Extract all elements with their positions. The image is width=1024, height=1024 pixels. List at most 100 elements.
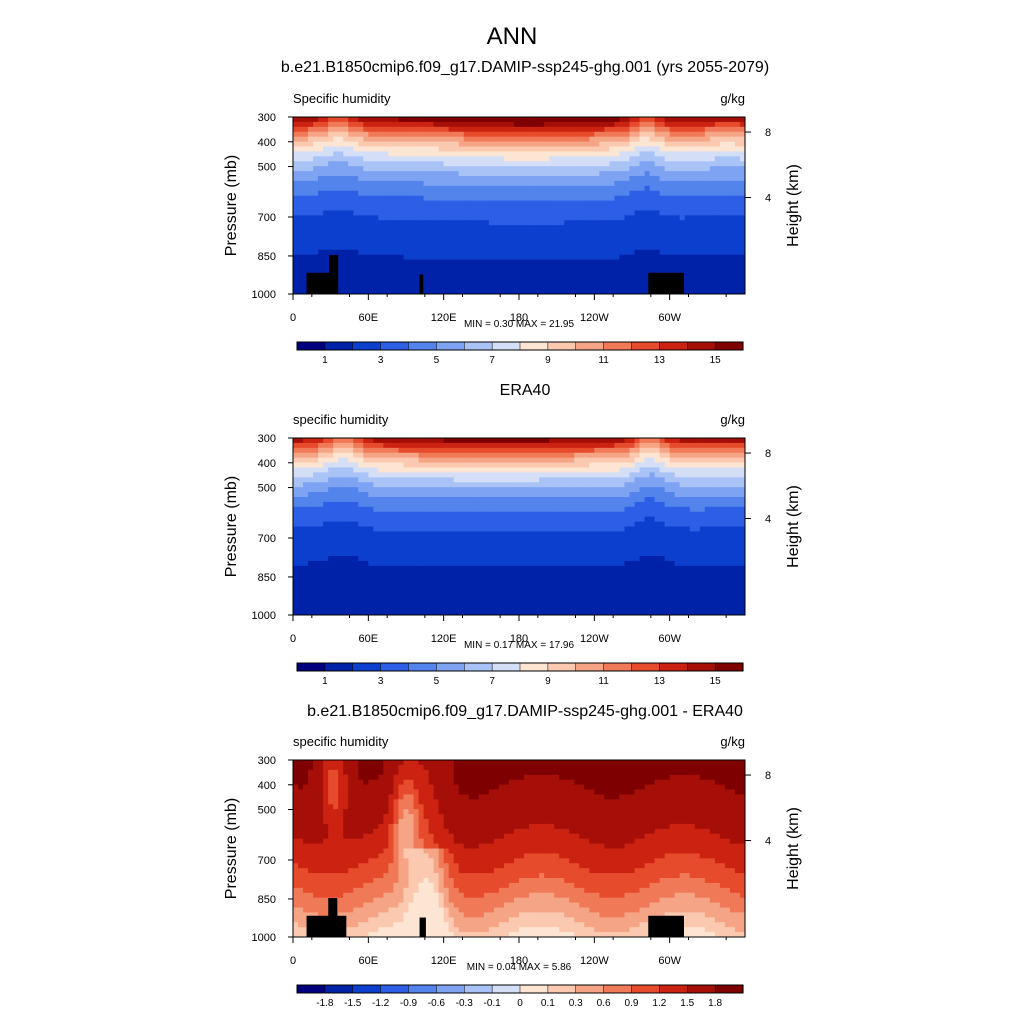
contour-cell — [453, 556, 460, 562]
contour-cell — [378, 462, 384, 468]
contour-cell — [448, 166, 455, 172]
contour-cell — [579, 284, 585, 290]
contour-cell — [654, 121, 661, 128]
contour-cell — [599, 239, 605, 246]
contour-cell — [483, 575, 490, 581]
contour-cell — [488, 205, 495, 211]
contour-cell — [473, 225, 480, 231]
contour-cell — [594, 264, 600, 270]
contour-cell — [408, 487, 414, 493]
contour-cell — [709, 259, 716, 265]
contour-cell — [293, 225, 299, 231]
contour-cell — [519, 230, 525, 236]
contour-cell — [308, 126, 314, 133]
contour-cell — [373, 556, 379, 562]
contour-cell — [383, 565, 389, 572]
contour-cell — [318, 590, 324, 596]
contour-cell — [328, 190, 334, 197]
contour-cell — [373, 200, 379, 206]
contour-cell — [699, 180, 706, 187]
contour-cell — [559, 121, 565, 128]
contour-cell — [298, 225, 304, 231]
contour-cell — [524, 249, 530, 256]
contour-cell — [508, 477, 515, 483]
contour-cell — [348, 472, 354, 478]
contour-cell — [318, 220, 324, 226]
contour-cell — [418, 536, 424, 542]
contour-cell — [709, 176, 716, 182]
contour-cell — [729, 225, 736, 231]
contour-cell — [508, 556, 515, 562]
contour-cell — [659, 200, 666, 206]
contour-cell — [378, 230, 384, 236]
contour-cell — [348, 230, 354, 236]
contour-cell — [659, 185, 666, 192]
contour-cell — [328, 136, 334, 142]
contour-cell — [508, 156, 515, 162]
contour-cell — [418, 487, 424, 493]
contour-cell — [418, 166, 424, 172]
contour-cell — [508, 180, 515, 187]
contour-cell — [348, 136, 354, 142]
contour-cell — [418, 249, 424, 256]
contour-cell — [498, 274, 505, 280]
contour-cell — [428, 210, 435, 216]
contour-cell — [433, 171, 440, 177]
contour-cell — [644, 146, 650, 152]
contour-cell — [458, 200, 465, 206]
contour-cell — [564, 205, 570, 211]
contour-field — [293, 117, 746, 295]
contour-cell — [513, 146, 520, 152]
contour-cell — [488, 467, 495, 473]
contour-cell — [323, 556, 329, 562]
contour-cell — [544, 180, 550, 187]
contour-cell — [358, 447, 364, 454]
contour-cell — [358, 269, 364, 275]
contour-cell — [368, 526, 374, 532]
contour-cell — [383, 452, 389, 459]
contour-cell — [458, 506, 465, 513]
contour-cell — [694, 156, 701, 162]
contour-cell — [428, 131, 435, 138]
contour-cell — [734, 141, 741, 147]
contour-cell — [308, 225, 314, 231]
contour-cell — [719, 176, 726, 182]
contour-cell — [714, 117, 721, 123]
contour-cell — [719, 185, 726, 192]
contour-cell — [368, 215, 374, 221]
contour-cell — [313, 205, 319, 211]
contour-cell — [393, 600, 399, 606]
contour-cell — [458, 531, 465, 537]
contour-cell — [599, 151, 605, 157]
contour-cell — [534, 254, 540, 260]
contour-cell — [704, 151, 711, 157]
land-mask — [419, 274, 424, 294]
contour-cell — [373, 501, 379, 508]
contour-cell — [624, 279, 630, 285]
contour-cell — [293, 580, 299, 586]
contour-cell — [468, 210, 475, 216]
contour-cell — [303, 225, 309, 231]
contour-cell — [679, 131, 686, 138]
contour-cell — [729, 274, 736, 280]
contour-cell — [604, 249, 610, 256]
contour-cell — [438, 289, 445, 295]
contour-cell — [498, 146, 505, 152]
contour-cell — [579, 259, 585, 265]
colorbar-swatch — [296, 341, 326, 351]
contour-cell — [383, 492, 389, 498]
contour-cell — [719, 225, 726, 231]
contour-cell — [393, 180, 399, 187]
contour-cell — [674, 131, 681, 138]
contour-cell — [599, 210, 605, 216]
contour-cell — [468, 141, 475, 147]
contour-cell — [413, 580, 419, 586]
contour-cell — [468, 235, 475, 241]
contour-cell — [303, 605, 309, 611]
contour-cell — [559, 215, 565, 221]
contour-cell — [353, 200, 359, 206]
contour-cell — [569, 156, 575, 162]
contour-cell — [298, 541, 304, 547]
contour-cell — [554, 254, 560, 260]
contour-cell — [629, 259, 635, 265]
